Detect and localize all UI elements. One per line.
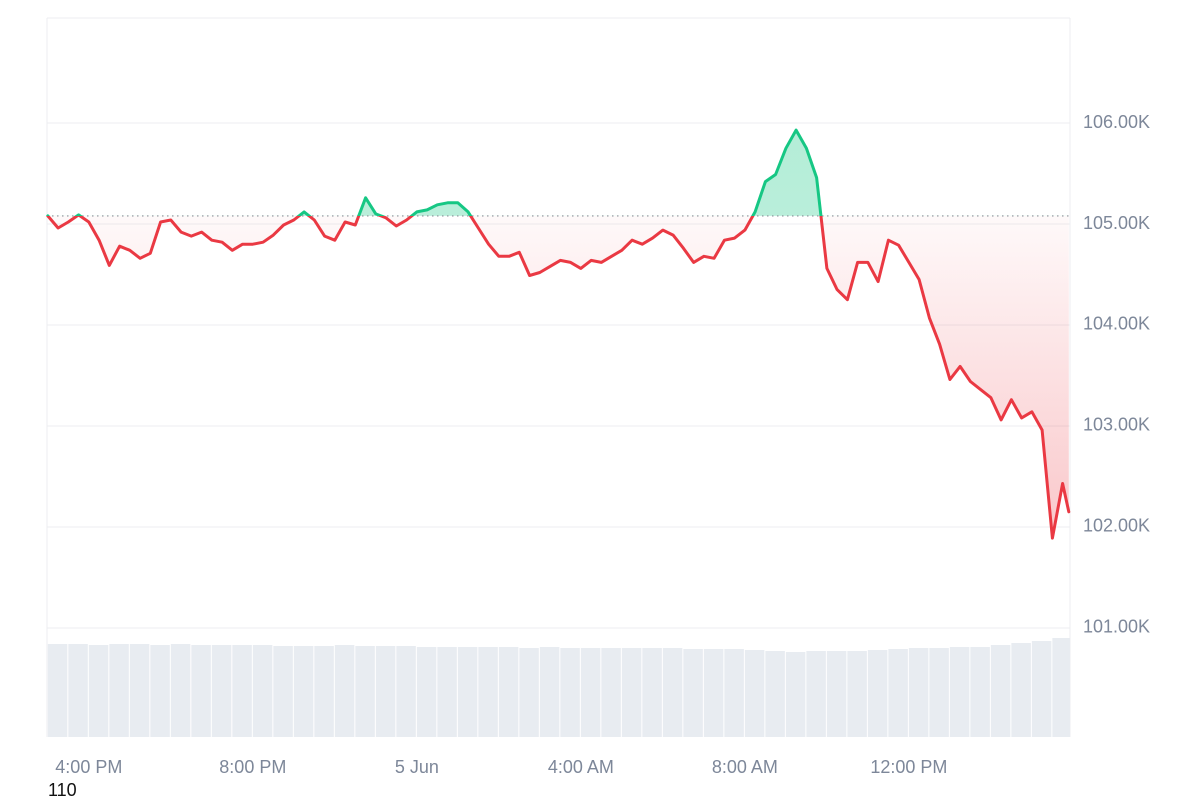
volume-bar bbox=[888, 649, 908, 737]
volume-bar bbox=[560, 648, 580, 737]
volume-bar bbox=[601, 648, 621, 737]
volume-bar bbox=[908, 648, 929, 737]
volume-bar bbox=[970, 647, 990, 737]
volume-bar bbox=[437, 647, 457, 737]
volume-bar bbox=[232, 645, 252, 737]
volume-bar bbox=[929, 648, 949, 737]
volume-bar bbox=[1011, 643, 1031, 737]
volume-bar bbox=[314, 646, 334, 737]
volume-bar bbox=[867, 650, 888, 737]
y-tick-label: 102.00K bbox=[1083, 516, 1150, 536]
y-tick-label: 106.00K bbox=[1083, 112, 1150, 132]
volume-bar bbox=[1052, 638, 1070, 737]
price-line bbox=[46, 128, 1071, 540]
x-tick-label: 8:00 AM bbox=[712, 757, 778, 777]
volume-bar bbox=[211, 645, 232, 737]
y-tick-label: 105.00K bbox=[1083, 213, 1150, 233]
volume-bar bbox=[703, 649, 724, 737]
volume-bar bbox=[642, 648, 662, 737]
volume-bar bbox=[334, 645, 355, 737]
volume-bar bbox=[683, 649, 703, 737]
y-tick-label: 103.00K bbox=[1083, 415, 1150, 435]
volume-bar bbox=[949, 647, 970, 737]
x-tick-label: 5 Jun bbox=[395, 757, 439, 777]
volume-bar bbox=[416, 647, 437, 737]
volume-bar bbox=[457, 647, 478, 737]
volume-bar bbox=[621, 648, 642, 737]
volume-bar bbox=[273, 646, 293, 737]
volume-bar bbox=[826, 651, 847, 737]
volume-bar bbox=[293, 646, 314, 737]
volume-bar bbox=[580, 648, 601, 737]
volume-bar bbox=[478, 647, 498, 737]
volume-bar bbox=[375, 646, 396, 737]
volume-bar bbox=[47, 644, 68, 737]
x-tick-label: 12:00 PM bbox=[870, 757, 947, 777]
price-area bbox=[47, 130, 1069, 539]
volume-bar bbox=[806, 651, 826, 737]
volume-bar bbox=[498, 647, 519, 737]
volume-bar bbox=[129, 644, 150, 737]
volume-bar bbox=[191, 645, 211, 737]
volume-bar bbox=[990, 645, 1011, 737]
volume-bar bbox=[724, 649, 744, 737]
volume-bar bbox=[150, 645, 170, 737]
footer-text: 110 bbox=[48, 780, 77, 800]
volume-bar bbox=[355, 646, 375, 737]
volume-bar bbox=[252, 645, 273, 737]
volume-bar bbox=[539, 647, 560, 737]
y-tick-label: 104.00K bbox=[1083, 314, 1150, 334]
volume-bar bbox=[68, 644, 88, 737]
x-tick-label: 8:00 PM bbox=[219, 757, 286, 777]
volume-bar bbox=[847, 651, 867, 737]
volume-bar bbox=[88, 645, 109, 737]
volume-bar bbox=[170, 644, 191, 737]
volume-bar bbox=[396, 646, 416, 737]
volume-bar bbox=[785, 652, 806, 737]
volume-bar bbox=[1031, 641, 1052, 737]
volume-bar bbox=[765, 651, 785, 737]
x-tick-label: 4:00 PM bbox=[55, 757, 122, 777]
volume-bar bbox=[109, 644, 129, 737]
volume-bar bbox=[519, 648, 539, 737]
y-tick-label: 101.00K bbox=[1083, 617, 1150, 637]
volume-bar bbox=[662, 648, 683, 737]
volume-bar bbox=[744, 650, 765, 737]
x-tick-label: 4:00 AM bbox=[548, 757, 614, 777]
